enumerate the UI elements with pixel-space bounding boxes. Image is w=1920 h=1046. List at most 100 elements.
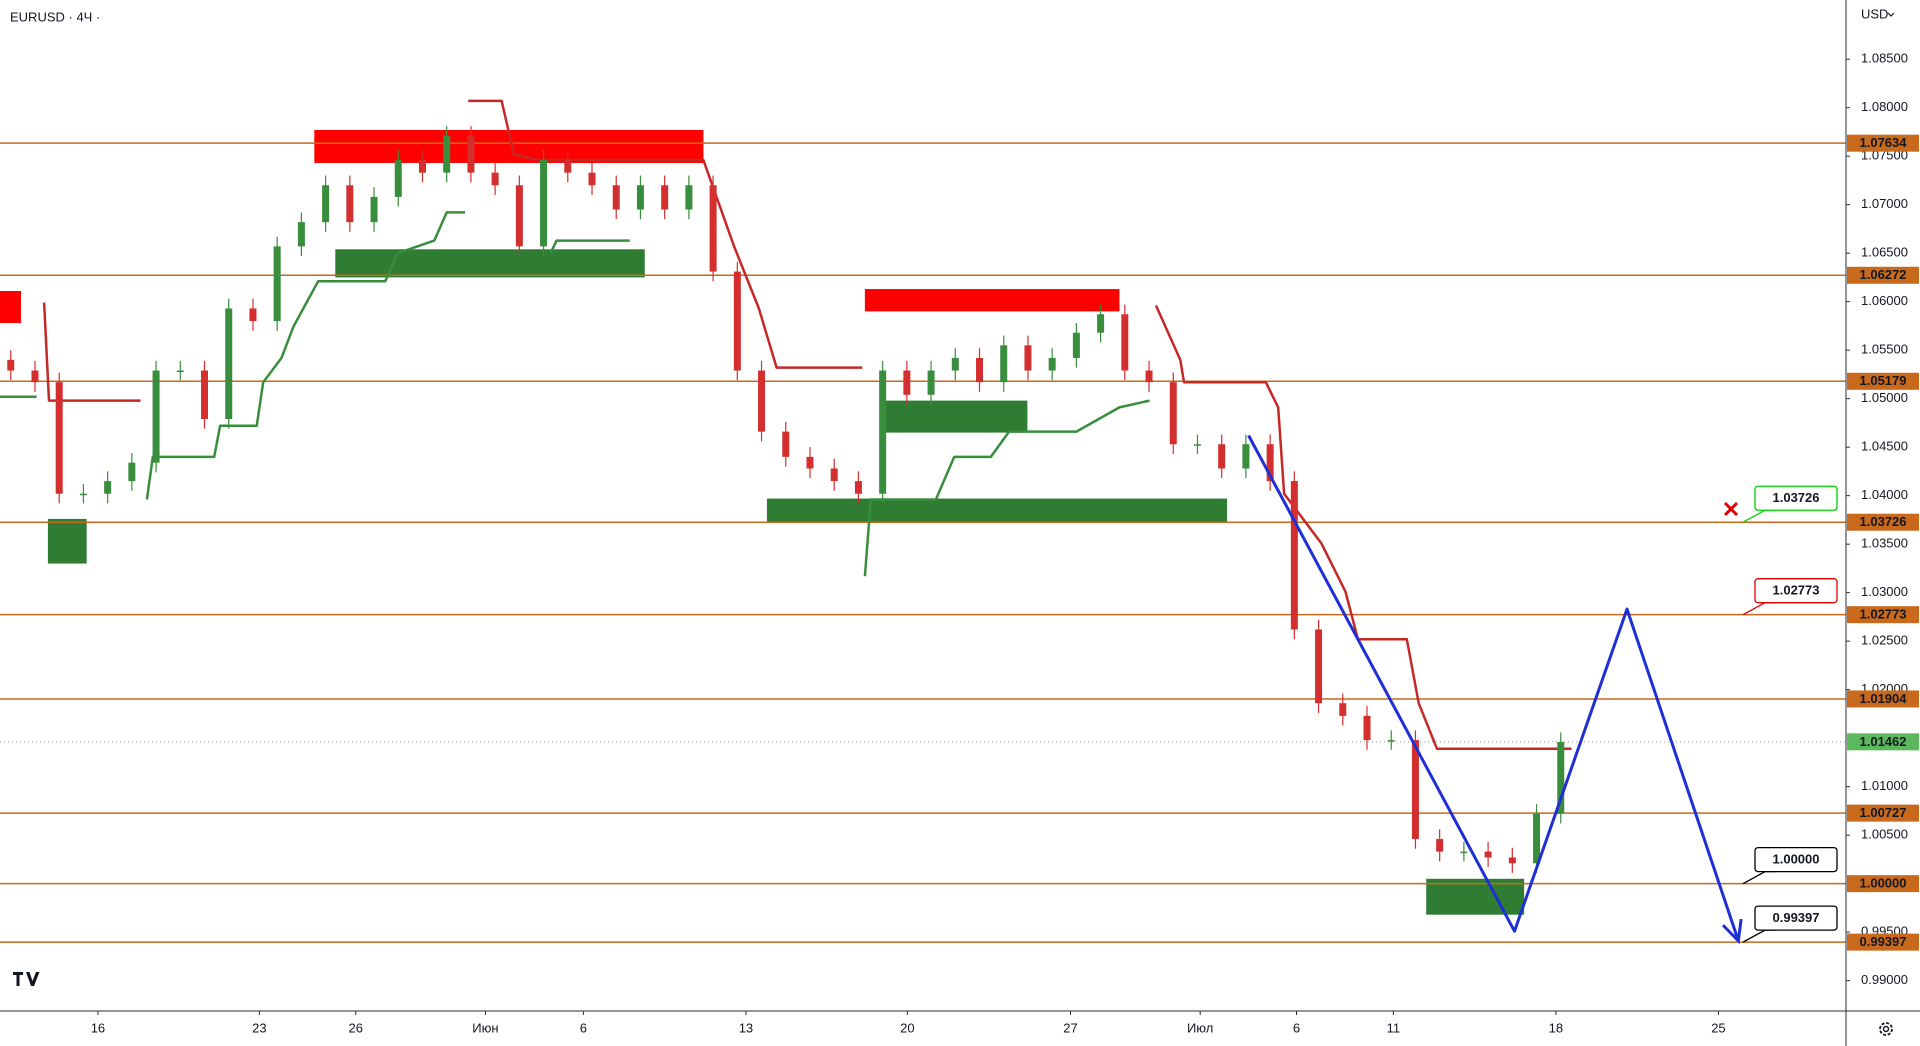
logo-mark bbox=[13, 972, 40, 986]
candle-body bbox=[976, 357, 984, 383]
level-price-label: 1.00000 bbox=[1860, 876, 1907, 891]
settings-gear[interactable] bbox=[1879, 1022, 1893, 1036]
callout-label: 1.02773 bbox=[1773, 583, 1820, 598]
y-tick-label: 1.03000 bbox=[1861, 584, 1908, 599]
candle-body bbox=[79, 493, 87, 496]
logo-bg bbox=[8, 965, 44, 993]
candle-body bbox=[1121, 314, 1129, 371]
x-tick-label: 26 bbox=[349, 1020, 363, 1035]
candle-body bbox=[661, 185, 669, 210]
candle-body bbox=[1363, 715, 1371, 741]
x-tick-label: Июл bbox=[1187, 1020, 1213, 1035]
callout-box bbox=[1754, 578, 1838, 604]
zone bbox=[1426, 878, 1525, 915]
level-price-box bbox=[1847, 513, 1919, 531]
plot-area bbox=[0, 99, 1846, 945]
callout-label: 0.99397 bbox=[1773, 910, 1820, 925]
x-tick-label: 11 bbox=[1387, 1020, 1401, 1035]
candle-body bbox=[903, 370, 911, 395]
candle-body bbox=[782, 431, 790, 457]
symbol-title: EURUSD · 4Ч · bbox=[10, 9, 100, 24]
gear-outer[interactable] bbox=[1879, 1022, 1893, 1036]
level-price-label: 1.02773 bbox=[1860, 607, 1907, 622]
level-price-box bbox=[1847, 134, 1919, 152]
cross-stroke bbox=[1723, 501, 1739, 517]
level-price-label: 1.01904 bbox=[1860, 691, 1908, 706]
level-price-label: 1.03726 bbox=[1860, 514, 1907, 529]
gear-inner[interactable] bbox=[1882, 1025, 1890, 1033]
y-tick-label: 1.07000 bbox=[1861, 196, 1908, 211]
y-tick-label: 1.04500 bbox=[1861, 439, 1908, 454]
x-tick-label: Июн bbox=[472, 1020, 498, 1035]
candle-body bbox=[1315, 629, 1323, 704]
candle-body bbox=[1145, 370, 1153, 383]
candle-body bbox=[927, 370, 935, 395]
candle-body bbox=[31, 370, 39, 383]
level-price-box bbox=[1847, 804, 1919, 822]
x-tick-label: 13 bbox=[739, 1020, 753, 1035]
x-tick-label: 16 bbox=[91, 1020, 105, 1035]
candle-body bbox=[297, 222, 305, 247]
callout-box bbox=[1754, 485, 1838, 511]
currency-selector[interactable]: USD bbox=[1861, 6, 1888, 21]
candle-body bbox=[1460, 851, 1468, 854]
candle-body bbox=[346, 185, 354, 223]
candle-body bbox=[1097, 314, 1105, 333]
y-tick-label: 1.06500 bbox=[1861, 245, 1908, 260]
current-price-label: 1.01462 bbox=[1860, 734, 1907, 749]
candle-body bbox=[1411, 740, 1419, 840]
invalidated-marker bbox=[1723, 501, 1739, 517]
level-price-label: 0.99397 bbox=[1860, 934, 1907, 949]
candle-body bbox=[685, 185, 693, 210]
tv-logo bbox=[8, 965, 44, 993]
callout-label: 1.00000 bbox=[1773, 852, 1820, 867]
level-price-box bbox=[1847, 606, 1919, 624]
candle-body bbox=[564, 160, 572, 173]
callout-box bbox=[1754, 846, 1838, 873]
level-price-box bbox=[1847, 933, 1919, 951]
candle-body bbox=[467, 135, 475, 173]
trend-line bbox=[0, 211, 1150, 577]
x-tick-label: 23 bbox=[252, 1020, 266, 1035]
callout-label: 1.03726 bbox=[1773, 490, 1820, 505]
candle-body bbox=[1290, 481, 1298, 630]
candle-body bbox=[322, 185, 330, 223]
candle-body bbox=[1072, 332, 1080, 358]
y-tick-label: 1.08000 bbox=[1861, 99, 1908, 114]
level-price-box bbox=[1847, 875, 1919, 893]
candle-body bbox=[394, 160, 402, 197]
y-tick-label: 1.08500 bbox=[1861, 51, 1908, 66]
trend-line bbox=[42, 99, 1572, 751]
y-tick-label: 0.99000 bbox=[1861, 972, 1908, 987]
currency-chevron[interactable] bbox=[1887, 12, 1895, 17]
candle-body bbox=[733, 271, 741, 371]
candle-body bbox=[1339, 703, 1347, 716]
x-tick-label: 18 bbox=[1549, 1020, 1563, 1035]
candle-body bbox=[588, 172, 596, 186]
candle-body bbox=[709, 185, 717, 272]
y-tick-label: 1.05000 bbox=[1861, 390, 1908, 405]
candle-body bbox=[1024, 345, 1032, 371]
zone bbox=[335, 249, 645, 278]
candle-body bbox=[152, 370, 160, 463]
candle-body bbox=[7, 359, 15, 371]
candle-body bbox=[806, 456, 814, 469]
level-price-label: 1.05179 bbox=[1860, 373, 1907, 388]
candle-body bbox=[1169, 382, 1177, 445]
y-tick-label: 1.03500 bbox=[1861, 536, 1908, 551]
candle-body bbox=[443, 135, 451, 173]
candle-body bbox=[1508, 857, 1516, 864]
x-tick-label: 6 bbox=[580, 1020, 587, 1035]
x-tick-label: 25 bbox=[1711, 1020, 1725, 1035]
candle-body bbox=[1000, 345, 1008, 383]
candle-body bbox=[176, 370, 184, 373]
candle-body bbox=[1436, 839, 1444, 852]
candle-body bbox=[418, 160, 426, 173]
candle-body bbox=[515, 185, 523, 247]
y-tick-label: 1.04000 bbox=[1861, 487, 1908, 502]
y-tick-label: 1.00500 bbox=[1861, 827, 1908, 842]
zone bbox=[0, 290, 21, 324]
callout-box bbox=[1754, 905, 1838, 931]
